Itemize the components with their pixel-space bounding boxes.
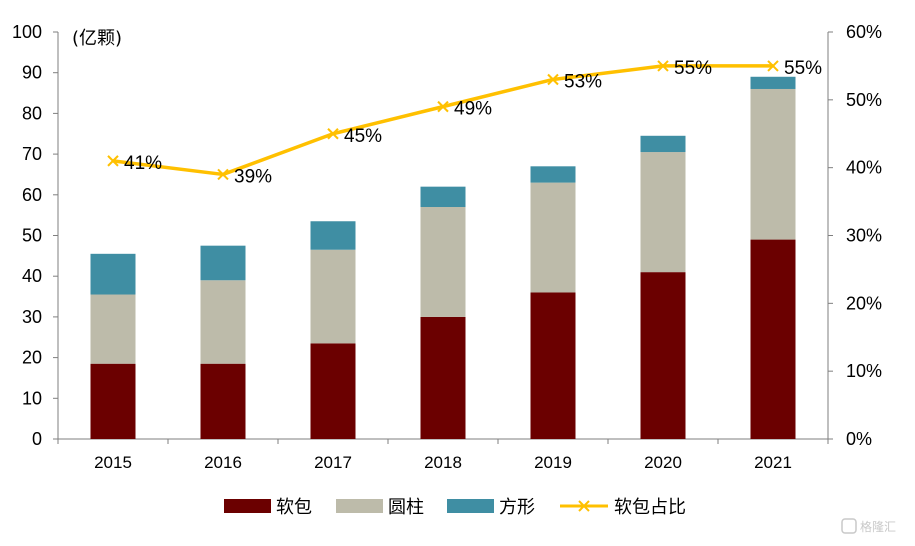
y-tick-label: 60 <box>22 185 42 205</box>
y-axis-unit: (亿颗) <box>72 28 122 49</box>
x-marker-stroke <box>547 73 559 86</box>
share-point <box>437 100 449 113</box>
bar-segment <box>640 135 686 153</box>
line-layer <box>107 60 779 181</box>
bar-segment <box>750 76 796 89</box>
data-label: 53% <box>564 71 602 92</box>
y2-tick-label: 50% <box>846 90 882 110</box>
y-tick-label: 30 <box>22 307 42 327</box>
legend-label: 圆柱 <box>388 497 424 518</box>
share-point <box>327 128 339 140</box>
bar-segment <box>750 239 796 439</box>
data-label: 55% <box>674 58 712 79</box>
bar-segment <box>530 182 576 293</box>
x-marker-stroke <box>767 60 779 72</box>
data-labels: 41% 39% 45% 49% 53% 55% 55% <box>124 58 822 188</box>
y2-tick-label: 10% <box>846 361 882 381</box>
share-point <box>657 60 669 72</box>
legend: 软包 圆柱 方形 软包占比 <box>224 497 686 518</box>
bar-segment <box>530 166 576 183</box>
bar-segment <box>200 245 246 281</box>
legend-swatch <box>224 499 271 513</box>
y-tick-label: 90 <box>22 63 42 83</box>
data-label: 41% <box>124 153 162 174</box>
x-tick-label: 2017 <box>314 453 352 472</box>
bar-segment <box>90 363 136 439</box>
y2-tick-label: 30% <box>846 226 882 246</box>
bar-segment <box>640 272 686 439</box>
share-point <box>107 155 119 167</box>
share-point <box>547 73 559 86</box>
bars <box>90 76 796 439</box>
bar-segment <box>640 152 686 273</box>
x-marker-stroke <box>107 155 119 167</box>
x-marker-stroke <box>217 168 229 181</box>
legend-swatch <box>447 499 494 513</box>
y-tick-label: 70 <box>22 144 42 164</box>
legend-swatch <box>336 499 383 513</box>
legend-label: 方形 <box>499 497 535 518</box>
share-point <box>767 60 779 72</box>
share-point <box>217 168 229 181</box>
bar-segment <box>200 363 246 439</box>
x-tick-label: 2020 <box>644 453 682 472</box>
bar-segment <box>420 207 466 317</box>
bar-segment <box>420 316 466 439</box>
bar-segment <box>90 253 136 295</box>
y-tick-label: 0 <box>32 429 42 449</box>
y2-tick-label: 0% <box>846 429 872 449</box>
x-tick-label: 2021 <box>754 453 792 472</box>
bar-segment <box>310 221 356 250</box>
legend-label: 软包 <box>276 497 312 518</box>
y-tick-label: 80 <box>22 103 42 123</box>
bar-segment <box>750 88 796 240</box>
watermark-icon <box>841 518 857 534</box>
bar-segment <box>310 249 356 344</box>
bar-segment <box>310 343 356 439</box>
bar-segment <box>90 294 136 364</box>
watermark-text: 格隆汇 <box>860 519 896 534</box>
bar-segment <box>530 292 576 439</box>
watermark: 格隆汇 <box>841 518 896 534</box>
axes: 0 10 20 30 40 50 60 70 80 90 100 0% 10% 20% 30% 40% 50% 6… <box>12 22 882 472</box>
x-tick-label: 2019 <box>534 453 572 472</box>
x-marker-stroke <box>657 60 669 72</box>
x-marker-stroke <box>437 100 449 113</box>
x-tick-label: 2016 <box>204 453 242 472</box>
y-tick-label: 20 <box>22 348 42 368</box>
legend-label: 软包占比 <box>614 497 686 518</box>
y2-tick-label: 60% <box>846 22 882 42</box>
y2-tick-label: 20% <box>846 293 882 313</box>
y-tick-label: 100 <box>12 22 42 42</box>
x-tick-label: 2015 <box>94 453 132 472</box>
x-marker-stroke <box>327 128 339 140</box>
y-tick-label: 40 <box>22 266 42 286</box>
bar-segment <box>200 280 246 364</box>
y-tick-label: 10 <box>22 388 42 408</box>
data-label: 55% <box>784 58 822 79</box>
legend-marker-stroke <box>578 500 590 512</box>
y2-tick-label: 40% <box>846 158 882 178</box>
y-tick-label: 50 <box>22 226 42 246</box>
data-label: 49% <box>454 99 492 120</box>
x-tick-label: 2018 <box>424 453 462 472</box>
data-label: 39% <box>234 166 272 187</box>
bar-segment <box>420 186 466 208</box>
data-label: 45% <box>344 126 382 147</box>
